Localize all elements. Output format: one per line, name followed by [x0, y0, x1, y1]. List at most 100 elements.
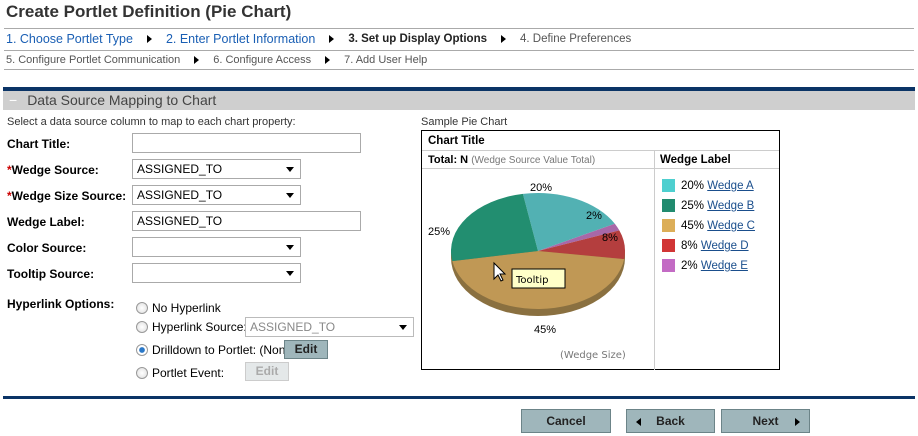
legend-swatch [662, 239, 675, 253]
pie-wedge-label: 2% [586, 210, 602, 222]
divider [422, 168, 779, 169]
divider [422, 150, 779, 151]
section-title: Data Source Mapping to Chart [27, 92, 217, 108]
back-button[interactable]: Back [626, 409, 715, 433]
chart-title-input[interactable] [132, 133, 361, 153]
page-title: Create Portlet Definition (Pie Chart) [6, 2, 292, 21]
color-source-select[interactable] [132, 237, 301, 257]
tooltip-source-select[interactable] [132, 263, 301, 283]
arrow-right-icon [146, 35, 152, 43]
wedge-label-label: Wedge Label: [7, 215, 85, 229]
step-configure-portlet-communication: 5. Configure Portlet Communication [6, 54, 181, 66]
legend-link[interactable]: Wedge B [707, 200, 755, 212]
wedge-source-select[interactable]: ASSIGNED_TO [132, 159, 301, 179]
button-label: Next [752, 414, 779, 428]
hyperlink-source-radio[interactable]: Hyperlink Source: [136, 320, 247, 334]
legend-swatch [662, 259, 675, 273]
sample-chart-label: Sample Pie Chart [421, 116, 508, 128]
legend-swatch [662, 179, 675, 193]
button-label: Back [656, 414, 685, 428]
instruction-text: Select a data source column to map to ea… [7, 116, 296, 128]
radio-icon[interactable] [136, 302, 148, 314]
arrow-right-icon [501, 35, 506, 43]
radio-label: Portlet Event: [152, 366, 225, 380]
sample-pie-chart: Chart Title Total: N (Wedge Source Value… [421, 130, 780, 370]
wizard-steps-row2: 5. Configure Portlet Communication 6. Co… [6, 54, 427, 66]
step-enter-portlet-information[interactable]: 2. Enter Portlet Information [165, 32, 316, 46]
tooltip-text: Tooltip [515, 275, 548, 286]
section-header[interactable]: − Data Source Mapping to Chart [3, 91, 915, 110]
arrow-left-icon [636, 418, 641, 426]
legend-item: 2% Wedge E [662, 256, 755, 276]
step-choose-portlet-type[interactable]: 1. Choose Portlet Type [6, 32, 133, 46]
legend-swatch [662, 219, 675, 233]
portlet-event-edit-button: Edit [245, 362, 289, 381]
legend-item: 45% Wedge C [662, 216, 755, 236]
legend-pct: 2% [681, 260, 698, 272]
arrow-right-icon [329, 35, 335, 43]
pie-wedge[interactable] [538, 223, 620, 251]
divider [654, 150, 655, 370]
legend-link[interactable]: Wedge C [707, 220, 755, 232]
chart-title-label: Chart Title: [7, 137, 71, 151]
legend-link[interactable]: Wedge A [707, 180, 754, 192]
radio-label: Drilldown to Portlet: (None) [152, 343, 297, 357]
wizard-steps-row1: 1. Choose Portlet Type 2. Enter Portlet … [6, 32, 631, 46]
label-text: Wedge Size Source: [11, 189, 127, 203]
legend-item: 20% Wedge A [662, 176, 755, 196]
drilldown-radio[interactable]: Drilldown to Portlet: (None) [136, 343, 296, 357]
next-button[interactable]: Next [721, 409, 810, 433]
wedge-size-source-label: *Wedge Size Source: [7, 189, 126, 203]
divider [4, 69, 914, 70]
arrow-right-icon [795, 418, 800, 426]
legend-pct: 8% [681, 240, 698, 252]
total-label: Total: N [428, 154, 469, 166]
total-text: Total: N (Wedge Source Value Total) [428, 154, 595, 166]
pie-wedge-label: 8% [602, 232, 618, 244]
step-add-user-help: 7. Add User Help [344, 54, 428, 66]
required-marker: * [7, 189, 12, 203]
cursor-icon [493, 261, 507, 282]
color-source-label: Color Source: [7, 241, 87, 255]
footer-bar [3, 396, 915, 399]
arrow-right-icon [325, 56, 331, 64]
wedge-size-note: (Wedge Size) [560, 350, 626, 361]
pie-wedge-label: 45% [534, 324, 556, 336]
divider [4, 50, 914, 51]
legend-pct: 45% [681, 220, 705, 232]
step-configure-access: 6. Configure Access [213, 54, 312, 66]
legend: 20% Wedge A 25% Wedge B 45% Wedge C 8% Wedg… [662, 176, 755, 276]
radio-icon[interactable] [136, 321, 148, 333]
pie-wedge[interactable] [538, 230, 625, 260]
collapse-icon[interactable]: − [9, 92, 18, 108]
pie-wedge-label: 25% [428, 226, 450, 238]
divider [4, 28, 914, 29]
portlet-event-radio[interactable]: Portlet Event: [136, 366, 224, 380]
wedge-label-input[interactable]: ASSIGNED_TO [132, 211, 361, 231]
arrow-right-icon [194, 56, 200, 64]
total-note: (Wedge Source Value Total) [471, 155, 596, 166]
pie-wedge[interactable] [522, 193, 615, 251]
radio-selected-icon[interactable] [136, 344, 148, 356]
cancel-button[interactable]: Cancel [521, 409, 611, 433]
legend-pct: 20% [681, 180, 705, 192]
tooltip-source-label: Tooltip Source: [7, 267, 95, 281]
legend-pct: 25% [681, 200, 705, 212]
no-hyperlink-radio[interactable]: No Hyperlink [136, 301, 221, 315]
pie-wedge[interactable] [451, 193, 538, 262]
radio-label: Hyperlink Source: [152, 320, 247, 334]
radio-label: No Hyperlink [152, 301, 221, 315]
pie-graphic: 20% 2%8% 45% 25% (Wedge Size) Tooltip [428, 182, 626, 361]
step-define-preferences: 4. Define Preferences [520, 33, 632, 45]
tooltip-box [511, 268, 566, 289]
pie-wedge-label: 20% [530, 182, 552, 194]
drilldown-edit-button[interactable]: Edit [284, 340, 328, 359]
section-top-bar [3, 87, 915, 91]
wedge-size-source-select[interactable]: ASSIGNED_TO [132, 185, 301, 205]
radio-icon[interactable] [136, 367, 148, 379]
hyperlink-source-select[interactable]: ASSIGNED_TO [245, 317, 414, 337]
legend-link[interactable]: Wedge D [700, 240, 749, 252]
legend-link[interactable]: Wedge E [700, 260, 748, 272]
legend-title: Wedge Label [660, 154, 731, 166]
required-marker: * [7, 163, 12, 177]
